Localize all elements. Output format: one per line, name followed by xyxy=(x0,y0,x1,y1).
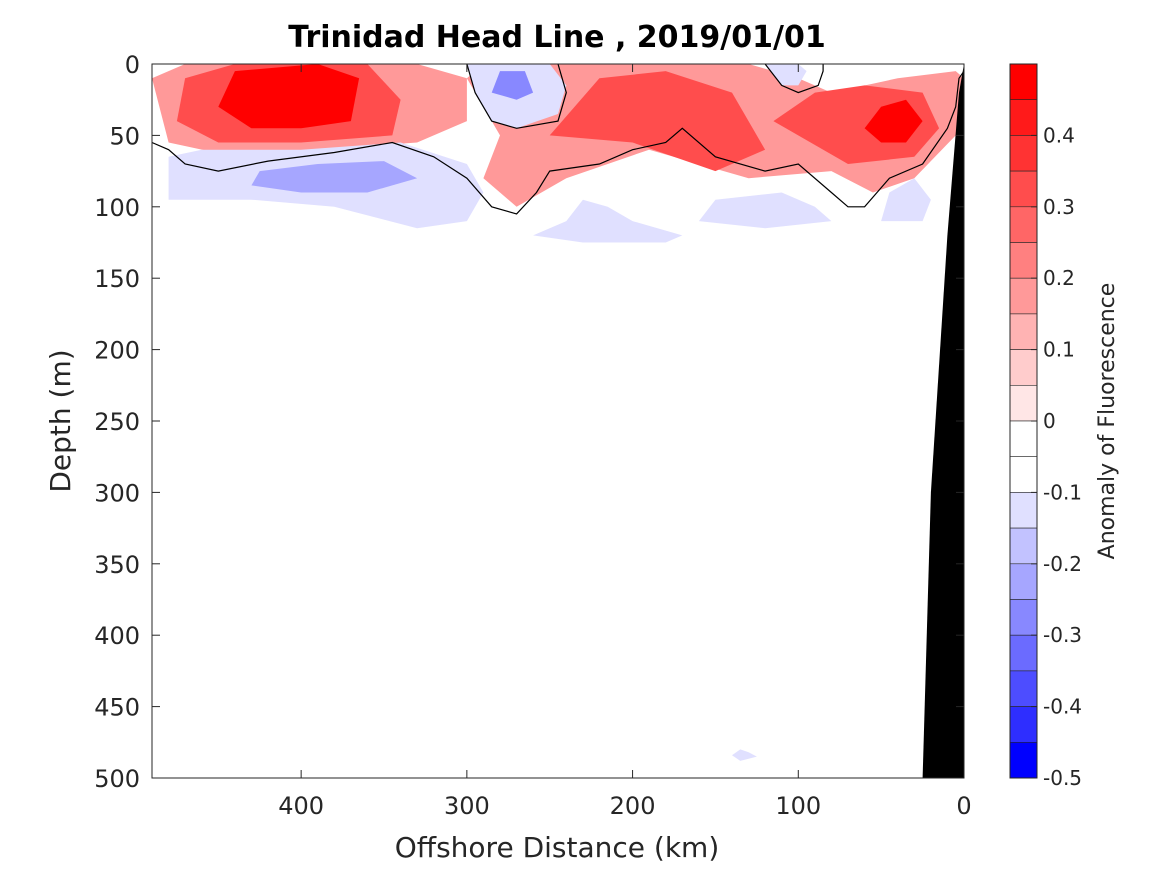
colorbar-cell xyxy=(1009,420,1038,458)
anomaly-region-14 xyxy=(881,178,931,222)
x-tick-label: 300 xyxy=(444,792,490,820)
colorbar-tick-label: 0.2 xyxy=(1043,266,1075,290)
y-tick-label: 0 xyxy=(125,51,140,79)
colorbar-cell xyxy=(1009,277,1038,315)
colorbar-cell xyxy=(1009,670,1038,707)
colorbar-cell xyxy=(1009,492,1038,529)
colorbar-cell xyxy=(1009,242,1038,279)
colorbar-tick-label: -0.2 xyxy=(1043,552,1082,576)
colorbar-tick-label: 0.3 xyxy=(1043,195,1075,219)
colorbar-tick-label: 0.1 xyxy=(1043,338,1075,362)
zero-contour-0 xyxy=(152,70,964,215)
colorbar-cell xyxy=(1009,563,1038,600)
y-tick-label: 300 xyxy=(94,479,140,507)
colorbar-label: Anomaly of Fluorescence xyxy=(1095,283,1120,560)
zero-contour-1 xyxy=(466,64,567,129)
y-axis-label: Depth (m) xyxy=(44,349,77,492)
plot-area: 400 300 200 100 0 0 50 100 150 200 250 300 350 400 45… xyxy=(94,51,971,820)
colorbar-tick-label: -0.1 xyxy=(1043,480,1082,504)
y-tick-label: 50 xyxy=(109,122,140,150)
x-tick-label: 200 xyxy=(610,792,656,820)
zero-contour-2 xyxy=(764,64,824,94)
y-tick-label: 350 xyxy=(94,551,140,579)
anomaly-region-8 xyxy=(251,161,418,193)
anomaly-region-6 xyxy=(864,99,923,143)
x-tick-label: 100 xyxy=(775,792,821,820)
colorbar-tick-label: 0 xyxy=(1043,409,1056,433)
anomaly-region-15 xyxy=(732,749,757,761)
anomaly-region-11 xyxy=(765,64,807,86)
colorbar-cell xyxy=(1009,456,1038,493)
colorbar-cell xyxy=(1009,527,1038,565)
anomaly-region-10 xyxy=(491,71,534,100)
land-mask-shape xyxy=(922,64,964,778)
anomaly-region-13 xyxy=(698,192,832,229)
colorbar-cell xyxy=(1009,741,1038,779)
anomaly-region-2 xyxy=(218,64,360,129)
chart-title: Trinidad Head Line , 2019/01/01 xyxy=(288,20,825,55)
colorbar-cell xyxy=(1009,384,1038,422)
colorbar-cell xyxy=(1009,135,1038,172)
land-mask xyxy=(922,64,964,778)
y-tick-label: 400 xyxy=(94,622,140,650)
colorbar-cell xyxy=(1009,63,1038,101)
anomaly-regions xyxy=(152,64,964,761)
y-tick-label: 250 xyxy=(94,408,140,436)
colorbar-cell xyxy=(1009,634,1038,672)
colorbar-tick-label: -0.3 xyxy=(1043,623,1082,647)
anomaly-region-4 xyxy=(549,71,766,172)
y-axis: 0 50 100 150 200 250 300 350 400 450 500 xyxy=(94,51,964,793)
y-tick-label: 100 xyxy=(94,194,140,222)
y-tick-label: 200 xyxy=(94,337,140,365)
x-axis: 400 300 200 100 0 xyxy=(278,64,972,820)
colorbar-ticks: 0.4 0.3 0.2 0.1 0 -0.1 -0.2 -0.3 -0.4 -0.5 xyxy=(1031,123,1082,790)
colorbar-tick-label: -0.4 xyxy=(1043,695,1082,719)
colorbar-cell xyxy=(1009,313,1038,350)
zero-contours xyxy=(152,64,964,215)
anomaly-region-12 xyxy=(533,199,683,243)
colorbar: 0.4 0.3 0.2 0.1 0 -0.1 -0.2 -0.3 -0.4 -0.5 Anomal… xyxy=(1009,63,1120,790)
y-tick-label: 450 xyxy=(94,694,140,722)
colorbar-cell xyxy=(1009,170,1038,208)
colorbar-tick-label: -0.5 xyxy=(1043,766,1082,790)
colorbar-cell xyxy=(1009,206,1038,243)
colorbar-cell xyxy=(1009,349,1038,386)
colorbar-tick-label: 0.4 xyxy=(1043,123,1075,147)
x-tick-label: 0 xyxy=(956,792,971,820)
y-tick-label: 150 xyxy=(94,265,140,293)
colorbar-cell xyxy=(1009,99,1038,136)
colorbar-cells xyxy=(1009,63,1038,779)
y-tick-label: 500 xyxy=(94,765,140,793)
x-tick-label: 400 xyxy=(278,792,324,820)
x-axis-label: Offshore Distance (km) xyxy=(395,831,720,864)
colorbar-cell xyxy=(1009,706,1038,743)
colorbar-cell xyxy=(1009,599,1038,636)
